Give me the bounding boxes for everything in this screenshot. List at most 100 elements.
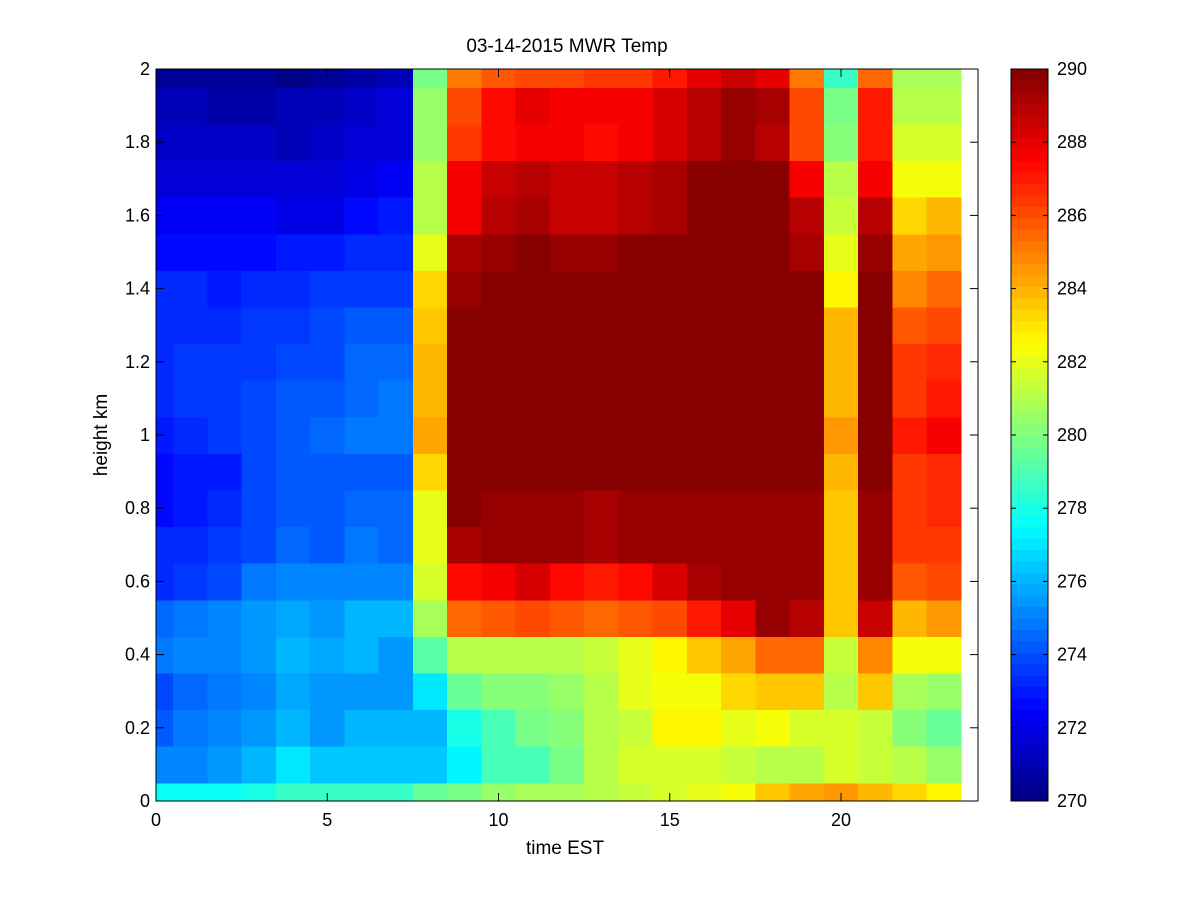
heatmap-cell bbox=[515, 782, 551, 802]
heatmap-cell bbox=[789, 489, 825, 528]
y-tick-label: 1 bbox=[140, 425, 150, 445]
heatmap-cell bbox=[892, 599, 928, 637]
heatmap-cell bbox=[241, 123, 277, 162]
heatmap-cell bbox=[515, 160, 551, 198]
heatmap-cell bbox=[652, 197, 688, 235]
heatmap-cell bbox=[275, 526, 311, 564]
heatmap-cell bbox=[618, 87, 654, 125]
heatmap-cell bbox=[481, 380, 517, 418]
y-tick-label: 0.6 bbox=[125, 571, 150, 591]
heatmap-cell bbox=[858, 563, 893, 601]
heatmap-cell bbox=[412, 636, 448, 674]
colorbar-segment bbox=[1011, 206, 1048, 219]
heatmap-cell bbox=[173, 123, 208, 162]
heatmap-cell bbox=[652, 380, 688, 418]
heatmap-cell bbox=[447, 746, 482, 784]
colorbar-segment bbox=[1011, 377, 1048, 390]
heatmap-cell bbox=[755, 197, 791, 235]
heatmap-cell bbox=[892, 123, 928, 162]
heatmap-cell bbox=[378, 123, 414, 162]
heatmap-cell bbox=[584, 87, 619, 125]
colorbar-tick-label: 278 bbox=[1057, 498, 1087, 518]
heatmap-cell bbox=[515, 453, 551, 491]
colorbar-segment bbox=[1011, 686, 1048, 699]
heatmap-cell bbox=[310, 270, 345, 308]
y-tick-label: 1.6 bbox=[125, 205, 150, 225]
heatmap-cell bbox=[378, 343, 414, 381]
colorbar-segment bbox=[1011, 240, 1048, 253]
heatmap-cell bbox=[823, 197, 859, 235]
heatmap-cell bbox=[241, 306, 277, 345]
heatmap-cell bbox=[858, 306, 893, 345]
heatmap-cell bbox=[618, 416, 654, 454]
heatmap-cell bbox=[755, 87, 791, 125]
heatmap-cell bbox=[310, 782, 345, 802]
heatmap-cell bbox=[721, 233, 756, 271]
heatmap-cell bbox=[173, 563, 208, 601]
heatmap-cell bbox=[858, 380, 893, 418]
heatmap-cell bbox=[275, 746, 311, 784]
heatmap-cell bbox=[412, 489, 448, 528]
heatmap-cell bbox=[926, 489, 962, 528]
heatmap-cell bbox=[481, 489, 517, 528]
heatmap-cell bbox=[412, 416, 448, 454]
colorbar-segment bbox=[1011, 766, 1048, 779]
heatmap-cell bbox=[618, 746, 654, 784]
heatmap-cell bbox=[310, 123, 345, 162]
heatmap-cell bbox=[755, 343, 791, 381]
heatmap-cell bbox=[310, 636, 345, 674]
heatmap-cell bbox=[447, 709, 482, 747]
heatmap-cell bbox=[378, 489, 414, 528]
heatmap-cell bbox=[584, 416, 619, 454]
heatmap-cell bbox=[823, 782, 859, 802]
heatmap-cell bbox=[173, 197, 208, 235]
heatmap-cell bbox=[892, 563, 928, 601]
colorbar-segment bbox=[1011, 217, 1048, 230]
heatmap-cell bbox=[755, 563, 791, 601]
heatmap-cell bbox=[207, 69, 243, 88]
heatmap-cell bbox=[412, 746, 448, 784]
heatmap-cell bbox=[584, 123, 619, 162]
colorbar-segment bbox=[1011, 720, 1048, 733]
heatmap-cell bbox=[584, 160, 619, 198]
heatmap-cell bbox=[892, 270, 928, 308]
heatmap-cell bbox=[447, 160, 482, 198]
heatmap-cell bbox=[310, 672, 345, 711]
heatmap-cell bbox=[447, 69, 482, 88]
heatmap-cell bbox=[892, 489, 928, 528]
heatmap-cell bbox=[275, 672, 311, 711]
heatmap-cell bbox=[515, 270, 551, 308]
colorbar-tick-label: 272 bbox=[1057, 718, 1087, 738]
heatmap-cell bbox=[926, 197, 962, 235]
heatmap-cell bbox=[926, 709, 962, 747]
heatmap-cell bbox=[447, 233, 482, 271]
heatmap-cell bbox=[652, 636, 688, 674]
heatmap-cell bbox=[412, 160, 448, 198]
heatmap-cell bbox=[156, 197, 174, 235]
heatmap-cell bbox=[549, 87, 585, 125]
heatmap-cell bbox=[378, 197, 414, 235]
colorbar-segment bbox=[1011, 515, 1048, 528]
colorbar-segment bbox=[1011, 503, 1048, 516]
heatmap-cell bbox=[275, 489, 311, 528]
x-tick-label: 0 bbox=[151, 810, 161, 830]
heatmap-cell bbox=[156, 416, 174, 454]
heatmap-cell bbox=[892, 672, 928, 711]
heatmap-cell bbox=[618, 123, 654, 162]
colorbar-segment bbox=[1011, 663, 1048, 676]
heatmap-cell bbox=[892, 343, 928, 381]
colorbar-segment bbox=[1011, 149, 1048, 162]
heatmap-cell bbox=[156, 709, 174, 747]
colorbar-segment bbox=[1011, 469, 1048, 482]
colorbar-segment bbox=[1011, 572, 1048, 585]
heatmap-cell bbox=[173, 599, 208, 637]
colorbar-segment bbox=[1011, 480, 1048, 493]
heatmap-cell bbox=[310, 563, 345, 601]
heatmap-cell bbox=[652, 563, 688, 601]
heatmap-cell bbox=[892, 197, 928, 235]
heatmap-cell bbox=[481, 782, 517, 802]
heatmap-cell bbox=[241, 380, 277, 418]
heatmap-cell bbox=[275, 636, 311, 674]
heatmap-cell bbox=[310, 380, 345, 418]
heatmap-cell bbox=[549, 270, 585, 308]
